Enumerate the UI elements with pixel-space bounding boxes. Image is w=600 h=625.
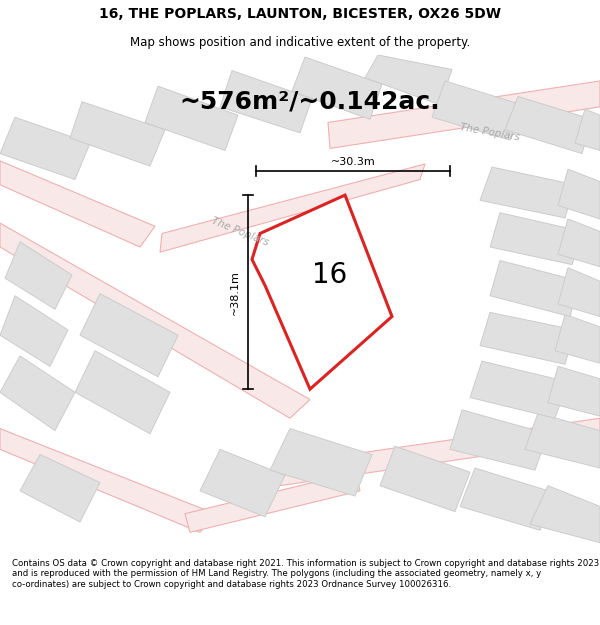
Polygon shape: [432, 81, 522, 140]
Polygon shape: [270, 429, 372, 496]
Polygon shape: [185, 472, 360, 532]
Polygon shape: [575, 109, 600, 151]
Text: 16: 16: [313, 261, 347, 289]
Polygon shape: [480, 167, 575, 218]
Polygon shape: [145, 86, 238, 151]
Polygon shape: [80, 294, 178, 377]
Polygon shape: [548, 366, 600, 416]
Polygon shape: [5, 242, 72, 309]
Polygon shape: [365, 55, 452, 105]
Text: Map shows position and indicative extent of the property.: Map shows position and indicative extent…: [130, 36, 470, 49]
Text: Contains OS data © Crown copyright and database right 2021. This information is : Contains OS data © Crown copyright and d…: [12, 559, 599, 589]
Polygon shape: [252, 195, 392, 389]
Polygon shape: [450, 410, 548, 470]
Polygon shape: [505, 96, 592, 154]
Polygon shape: [558, 219, 600, 267]
Polygon shape: [530, 486, 600, 542]
Text: ~38.1m: ~38.1m: [230, 270, 240, 314]
Polygon shape: [0, 118, 90, 179]
Polygon shape: [278, 418, 600, 486]
Polygon shape: [0, 161, 155, 247]
Text: ~30.3m: ~30.3m: [331, 157, 376, 167]
Polygon shape: [380, 446, 470, 512]
Text: The Poplars: The Poplars: [459, 122, 521, 143]
Polygon shape: [70, 102, 165, 166]
Text: ~576m²/~0.142ac.: ~576m²/~0.142ac.: [179, 90, 440, 114]
Polygon shape: [558, 268, 600, 316]
Polygon shape: [558, 169, 600, 219]
Polygon shape: [292, 57, 382, 119]
Polygon shape: [328, 81, 600, 148]
Text: 16, THE POPLARS, LAUNTON, BICESTER, OX26 5DW: 16, THE POPLARS, LAUNTON, BICESTER, OX26…: [99, 7, 501, 21]
Polygon shape: [525, 413, 600, 468]
Polygon shape: [480, 312, 575, 364]
Text: The Poplars: The Poplars: [210, 216, 270, 248]
Polygon shape: [75, 351, 170, 434]
Polygon shape: [20, 454, 100, 522]
Polygon shape: [0, 356, 75, 431]
Polygon shape: [0, 429, 215, 532]
Polygon shape: [0, 296, 68, 366]
Polygon shape: [490, 261, 580, 316]
Polygon shape: [460, 468, 555, 530]
Polygon shape: [0, 223, 310, 418]
Polygon shape: [490, 213, 582, 264]
Polygon shape: [160, 164, 425, 252]
Polygon shape: [555, 314, 600, 363]
Polygon shape: [220, 71, 312, 133]
Polygon shape: [470, 361, 568, 418]
Polygon shape: [200, 449, 285, 517]
